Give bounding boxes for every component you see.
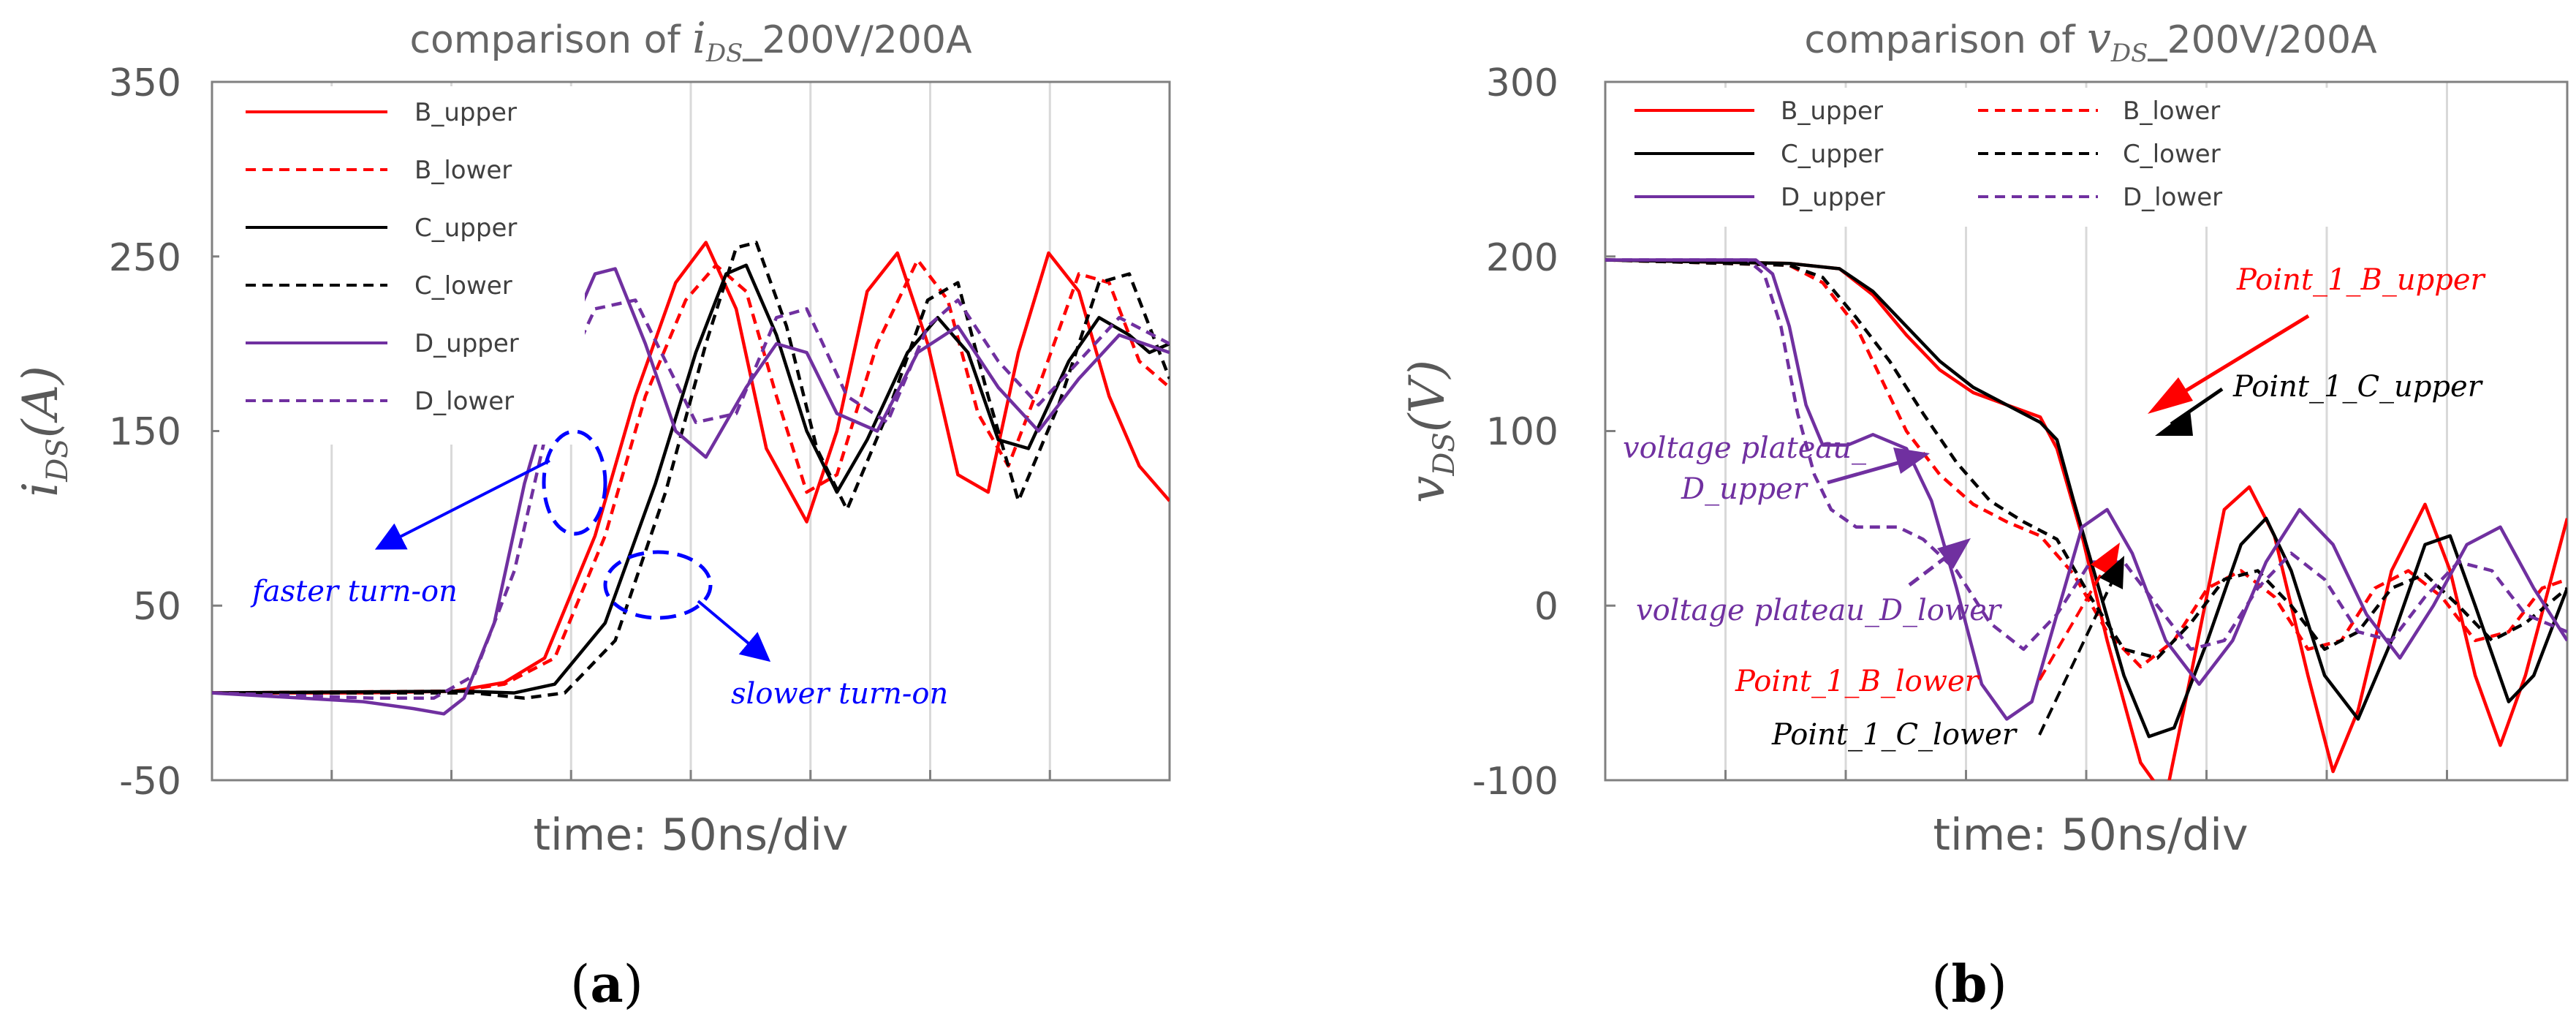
chart-b-title: comparison of vDS_200V/200A [1804, 13, 2377, 68]
series-line-b-lower [212, 258, 1170, 695]
annotation-point-1-c-upper: Point_1_C_upper [2232, 370, 2484, 404]
series-line-c-lower [212, 241, 1170, 701]
slower-turn-on-arrow [697, 600, 771, 662]
plateau-d-upper-arrowhead [1893, 448, 1930, 474]
annotation-point-1-c-lower: Point_1_C_lower [1771, 718, 2018, 752]
slower-turn-on-circle [603, 550, 713, 620]
y-tick-label: 50 [133, 585, 181, 629]
chart-b: comparison of vDS_200V/200A 300 200 100 … [1399, 13, 2569, 1012]
series-line-d-upper [212, 267, 1170, 716]
y-tick-label: 0 [1534, 585, 1558, 629]
legend-label: D_upper [1781, 183, 1885, 212]
chart-a: comparison of iDS_200V/200A 350 250 150 … [12, 13, 1171, 1012]
annotation-faster-turn-on: faster turn-on [250, 575, 458, 608]
y-tick-label: 300 [1486, 61, 1558, 105]
point-1-c-upper-arrowhead [2155, 409, 2193, 436]
legend-label: B_lower [414, 156, 512, 185]
chart-b-y-axis-label: vDS(V) [1399, 360, 1461, 503]
point-1-b-upper-arrowhead [2148, 377, 2193, 414]
annotation-slower-turn-on: slower turn-on [731, 677, 948, 711]
y-tick-label: 100 [1486, 410, 1558, 454]
legend-label: C_lower [414, 271, 512, 301]
plateau-d-lower-arrow [1908, 551, 1953, 586]
series-line-d-upper [1605, 258, 2567, 721]
y-tick-label: -100 [1472, 760, 1558, 804]
y-tick-label: 150 [109, 410, 181, 454]
chart-a-plot-area [211, 80, 1171, 782]
legend-label: B_lower [2123, 97, 2220, 126]
y-tick-label: 350 [109, 61, 181, 105]
y-tick-label: -50 [119, 760, 181, 804]
annotation-point-1-b-lower: Point_1_B_lower [1735, 665, 1981, 698]
series-line-b-upper [212, 241, 1170, 695]
chart-a-legend: B_upper B_lower C_upper C_lower D_upper … [219, 86, 585, 445]
annotation-voltage-plateau-d-lower: voltage plateau_D_lower [1636, 594, 2003, 627]
annotation-point-1-b-upper: Point_1_B_upper [2236, 263, 2486, 297]
legend-label: B_upper [414, 98, 517, 127]
chart-a-series [212, 241, 1170, 716]
series-line-c-upper [212, 263, 1170, 695]
series-line-c-lower [1605, 258, 2567, 660]
point-1-b-lower-arrow [2038, 563, 2108, 681]
chart-a-x-axis-label: time: 50ns/div [534, 809, 849, 861]
legend-label: D_lower [2123, 183, 2222, 212]
legend-label: C_upper [1781, 140, 1883, 169]
series-line-b-lower [1605, 258, 2567, 669]
chart-b-x-axis-label: time: 50ns/div [1933, 809, 2249, 861]
faster-turn-on-circle [542, 429, 607, 536]
panel-label-b: (b) [1931, 954, 2007, 1012]
series-line-c-upper [1605, 258, 2567, 739]
legend-label: C_lower [2123, 140, 2221, 169]
legend-label: C_upper [414, 214, 517, 243]
legend-label: D_lower [414, 387, 514, 416]
legend-label: B_upper [1781, 97, 1883, 126]
legend-label: D_upper [414, 329, 519, 358]
annotation-voltage-plateau-d-upper-1: voltage plateau_ [1623, 431, 1866, 465]
point-1-c-lower-arrowhead [2099, 556, 2124, 589]
point-1-c-lower-arrow [2038, 577, 2115, 736]
chart-a-y-axis-label: iDS(A) [12, 366, 75, 497]
chart-b-series [1605, 258, 2567, 780]
panel-label-a: (a) [570, 954, 643, 1012]
series-line-b-upper [1605, 258, 2567, 780]
faster-turn-on-arrow [374, 459, 550, 550]
chart-a-title: comparison of iDS_200V/200A [409, 13, 972, 68]
plateau-d-lower-arrowhead [1937, 538, 1971, 569]
series-line-d-lower [1605, 258, 2567, 652]
y-tick-label: 250 [109, 236, 181, 280]
legend-box [219, 86, 585, 445]
chart-b-plot-area [1604, 80, 2569, 782]
y-tick-label: 200 [1486, 236, 1558, 280]
plateau-d-upper-arrow [1827, 460, 1901, 485]
legend-box [1613, 88, 2344, 227]
series-line-d-lower [212, 298, 1170, 701]
chart-b-legend: B_upper B_lower C_upper C_lower D_upper … [1613, 88, 2344, 227]
annotation-voltage-plateau-d-upper-2: D_upper [1681, 472, 1809, 506]
